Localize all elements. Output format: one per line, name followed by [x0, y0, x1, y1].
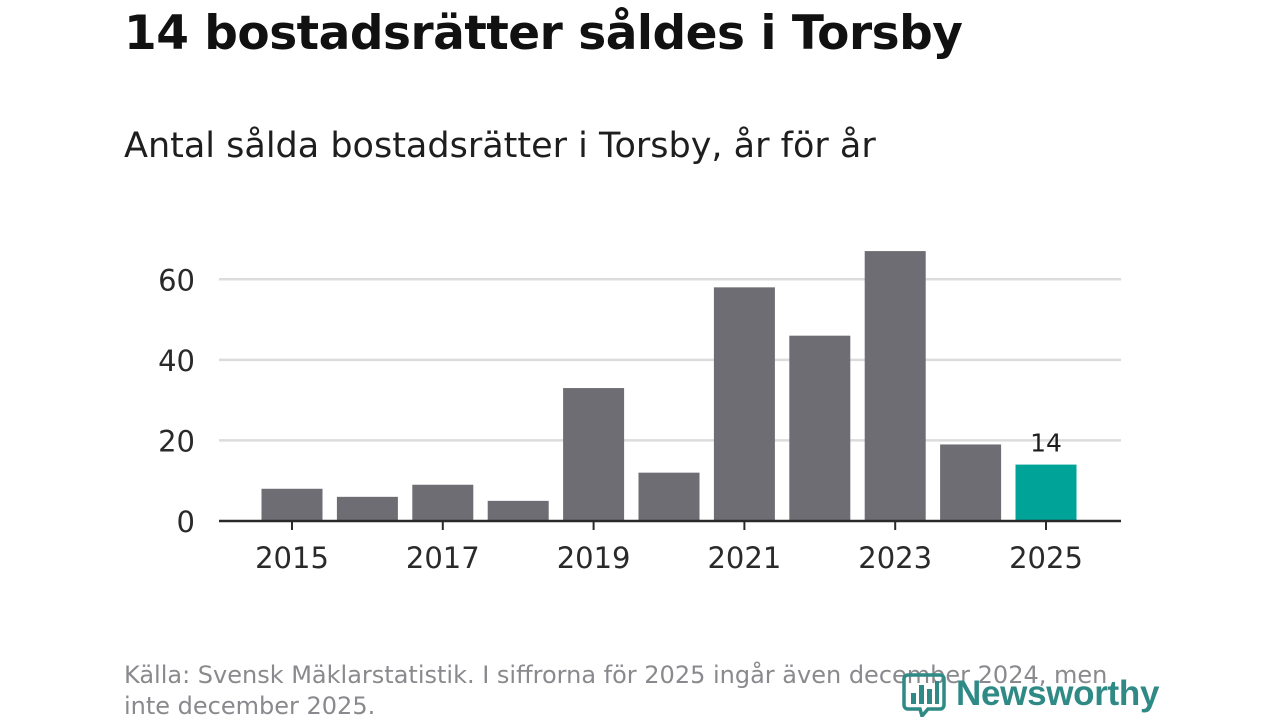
- bars: [261, 251, 1077, 522]
- x-tick-label: 2019: [557, 541, 631, 575]
- bar-2016: [336, 496, 398, 521]
- y-tick-label: 40: [158, 344, 195, 378]
- y-tick-label: 20: [158, 424, 195, 458]
- y-tick-label: 0: [177, 505, 195, 539]
- bar-2018: [487, 500, 549, 521]
- x-tick-label: 2017: [406, 541, 480, 575]
- y-axis-ticks: 0 20 40 60: [158, 263, 195, 539]
- bar-2024: [940, 444, 1002, 521]
- bar-2021: [713, 287, 775, 521]
- grid-lines: [219, 278, 1121, 442]
- bar-2019: [563, 388, 625, 521]
- chart-title: 14 bostadsrätter såldes i Torsby: [124, 6, 963, 61]
- bar-chart: 0 20 40 60 2015 2017 2019 2021 2023 2025 14: [158, 251, 1121, 575]
- bar-2025: [1015, 464, 1077, 521]
- data-labels: 14: [1030, 429, 1062, 458]
- x-axis-ticks: 2015 2017 2019 2021 2023 2025: [255, 521, 1083, 575]
- x-tick-label: 2015: [255, 541, 329, 575]
- logo-text: Newsworthy: [956, 674, 1160, 713]
- chart-subtitle: Antal sålda bostadsrätter i Torsby, år f…: [124, 126, 876, 166]
- x-tick-label: 2023: [858, 541, 932, 575]
- bar-chart-logo-icon: [902, 673, 946, 717]
- bar-2022: [789, 335, 851, 521]
- x-tick-label: 2025: [1009, 541, 1083, 575]
- data-label-highlight: 14: [1030, 429, 1062, 458]
- bar-2015: [261, 488, 323, 521]
- bar-2017: [412, 484, 474, 521]
- bar-2020: [638, 472, 700, 521]
- x-tick-label: 2021: [707, 541, 781, 575]
- y-tick-label: 60: [158, 263, 195, 297]
- newsworthy-logo: Newsworthy: [902, 670, 1159, 718]
- bar-2023: [864, 251, 926, 522]
